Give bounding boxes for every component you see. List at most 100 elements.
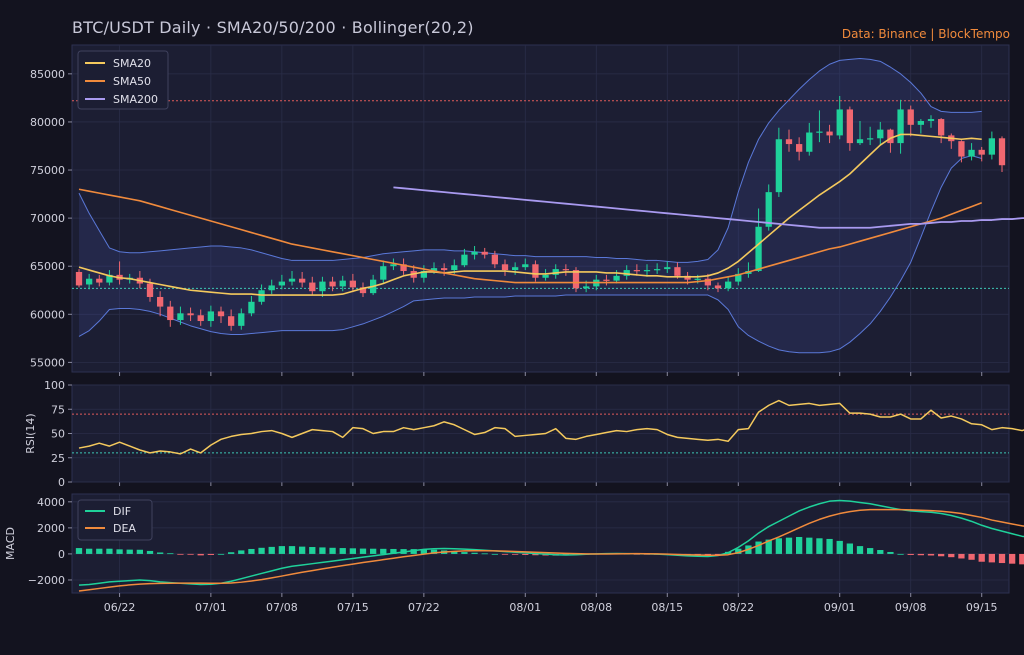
candle — [400, 258, 407, 275]
macd-legend: DIF DEA — [77, 499, 153, 541]
candle — [653, 263, 661, 274]
candle-body — [927, 119, 935, 121]
candle — [785, 129, 793, 152]
legend-label: DEA — [113, 522, 136, 535]
candle-body — [359, 287, 367, 294]
rsi-line — [78, 399, 1024, 455]
candle-body — [481, 251, 488, 255]
macd-histogram-bar — [937, 553, 945, 557]
macd-histogram-bar — [339, 548, 346, 554]
x-tick-label: 09/08 — [895, 601, 927, 614]
candle-body — [714, 285, 722, 289]
candle-body — [613, 275, 620, 281]
candle-body — [85, 278, 93, 285]
candle-body — [288, 278, 296, 282]
macd-histogram-bar — [978, 553, 985, 562]
candle-body — [755, 226, 762, 272]
price-legend: SMA20 SMA50 SMA200 — [77, 50, 169, 110]
candle-body — [978, 149, 985, 155]
legend-label: SMA20 — [113, 57, 151, 70]
macd-histogram-bar — [481, 553, 488, 555]
candle-body — [765, 192, 772, 227]
macd-histogram-bar — [96, 548, 103, 554]
macd-histogram-bar — [309, 547, 316, 554]
line-sma200 — [393, 186, 1024, 229]
candle-body — [887, 129, 894, 144]
macd-histogram-bar — [917, 553, 925, 556]
macd-histogram-bar — [836, 540, 843, 554]
macd-histogram-bar — [217, 553, 225, 555]
candle — [958, 140, 965, 163]
candle-body — [339, 280, 346, 287]
candle-body — [806, 132, 813, 152]
candle-body — [146, 283, 154, 297]
candle-body — [187, 313, 194, 316]
candle-body — [420, 271, 428, 278]
candle — [96, 274, 103, 287]
macd-histogram-bar — [410, 549, 417, 554]
bollinger-upper-line — [78, 57, 982, 263]
candle — [309, 276, 316, 296]
macd-histogram-bar — [451, 551, 458, 554]
y-tick-label-macd: 2000 — [37, 522, 65, 535]
x-tick-label: 09/01 — [824, 601, 856, 614]
candle-body — [846, 109, 854, 144]
macd-histogram-bar — [765, 539, 772, 554]
candle — [207, 305, 215, 327]
macd-histogram-bar — [197, 553, 204, 556]
candle-body — [491, 254, 499, 265]
panel-macd — [71, 493, 1010, 594]
x-tick-label: 06/22 — [104, 601, 136, 614]
candle-body — [917, 120, 925, 125]
candle-body — [522, 264, 529, 268]
candle-body — [298, 278, 306, 283]
candle — [471, 246, 478, 260]
candle-body — [156, 296, 164, 307]
y-tick-label-price: 55000 — [30, 356, 65, 369]
macd-axis-label: MACD — [4, 527, 17, 560]
macd-histogram-bar — [167, 553, 174, 555]
candle — [106, 270, 113, 286]
candle-body — [106, 274, 113, 283]
line-sma20 — [78, 133, 982, 296]
y-tick-label-rsi: 0 — [58, 476, 65, 489]
candle-body — [501, 264, 509, 271]
candle-body — [897, 109, 904, 144]
candle-body — [603, 279, 610, 281]
y-tick-label-rsi: 50 — [51, 428, 65, 441]
candle — [988, 131, 996, 160]
y-tick-label-macd: 0 — [58, 548, 65, 561]
macd-histogram-bar — [461, 552, 468, 554]
candle-body — [532, 264, 539, 278]
candle — [491, 250, 499, 269]
macd-histogram-bar — [816, 538, 823, 554]
candle-body — [461, 254, 468, 266]
macd-histogram-bar — [927, 553, 935, 556]
legend-label: DIF — [113, 505, 131, 518]
candle-body — [329, 281, 336, 287]
candle — [856, 120, 864, 146]
macd-histogram-bar — [491, 553, 499, 555]
candle — [775, 127, 783, 197]
candle — [897, 99, 904, 154]
candle-body — [907, 109, 914, 125]
candle-body — [785, 139, 793, 145]
y-tick-label-price: 70000 — [30, 212, 65, 225]
macd-histogram-bar — [958, 553, 965, 559]
rsi-axis-label: RSI(14) — [24, 413, 37, 453]
candle — [562, 264, 570, 276]
candle — [603, 274, 610, 286]
candle-body — [572, 270, 580, 289]
candle-body — [400, 264, 407, 272]
chart-title: BTC/USDT Daily · SMA20/50/200 · Bollinge… — [72, 18, 474, 37]
candle-body — [724, 281, 732, 289]
candle — [85, 273, 93, 290]
candle — [978, 146, 985, 162]
candle-body — [238, 313, 245, 326]
x-tick-label: 08/08 — [580, 601, 612, 614]
y-tick-label-rsi: 25 — [51, 452, 65, 465]
macd-histogram-bar — [369, 548, 377, 554]
candle-body — [937, 119, 945, 136]
macd-histogram-bar — [877, 550, 884, 554]
macd-histogram-bar — [319, 547, 326, 554]
